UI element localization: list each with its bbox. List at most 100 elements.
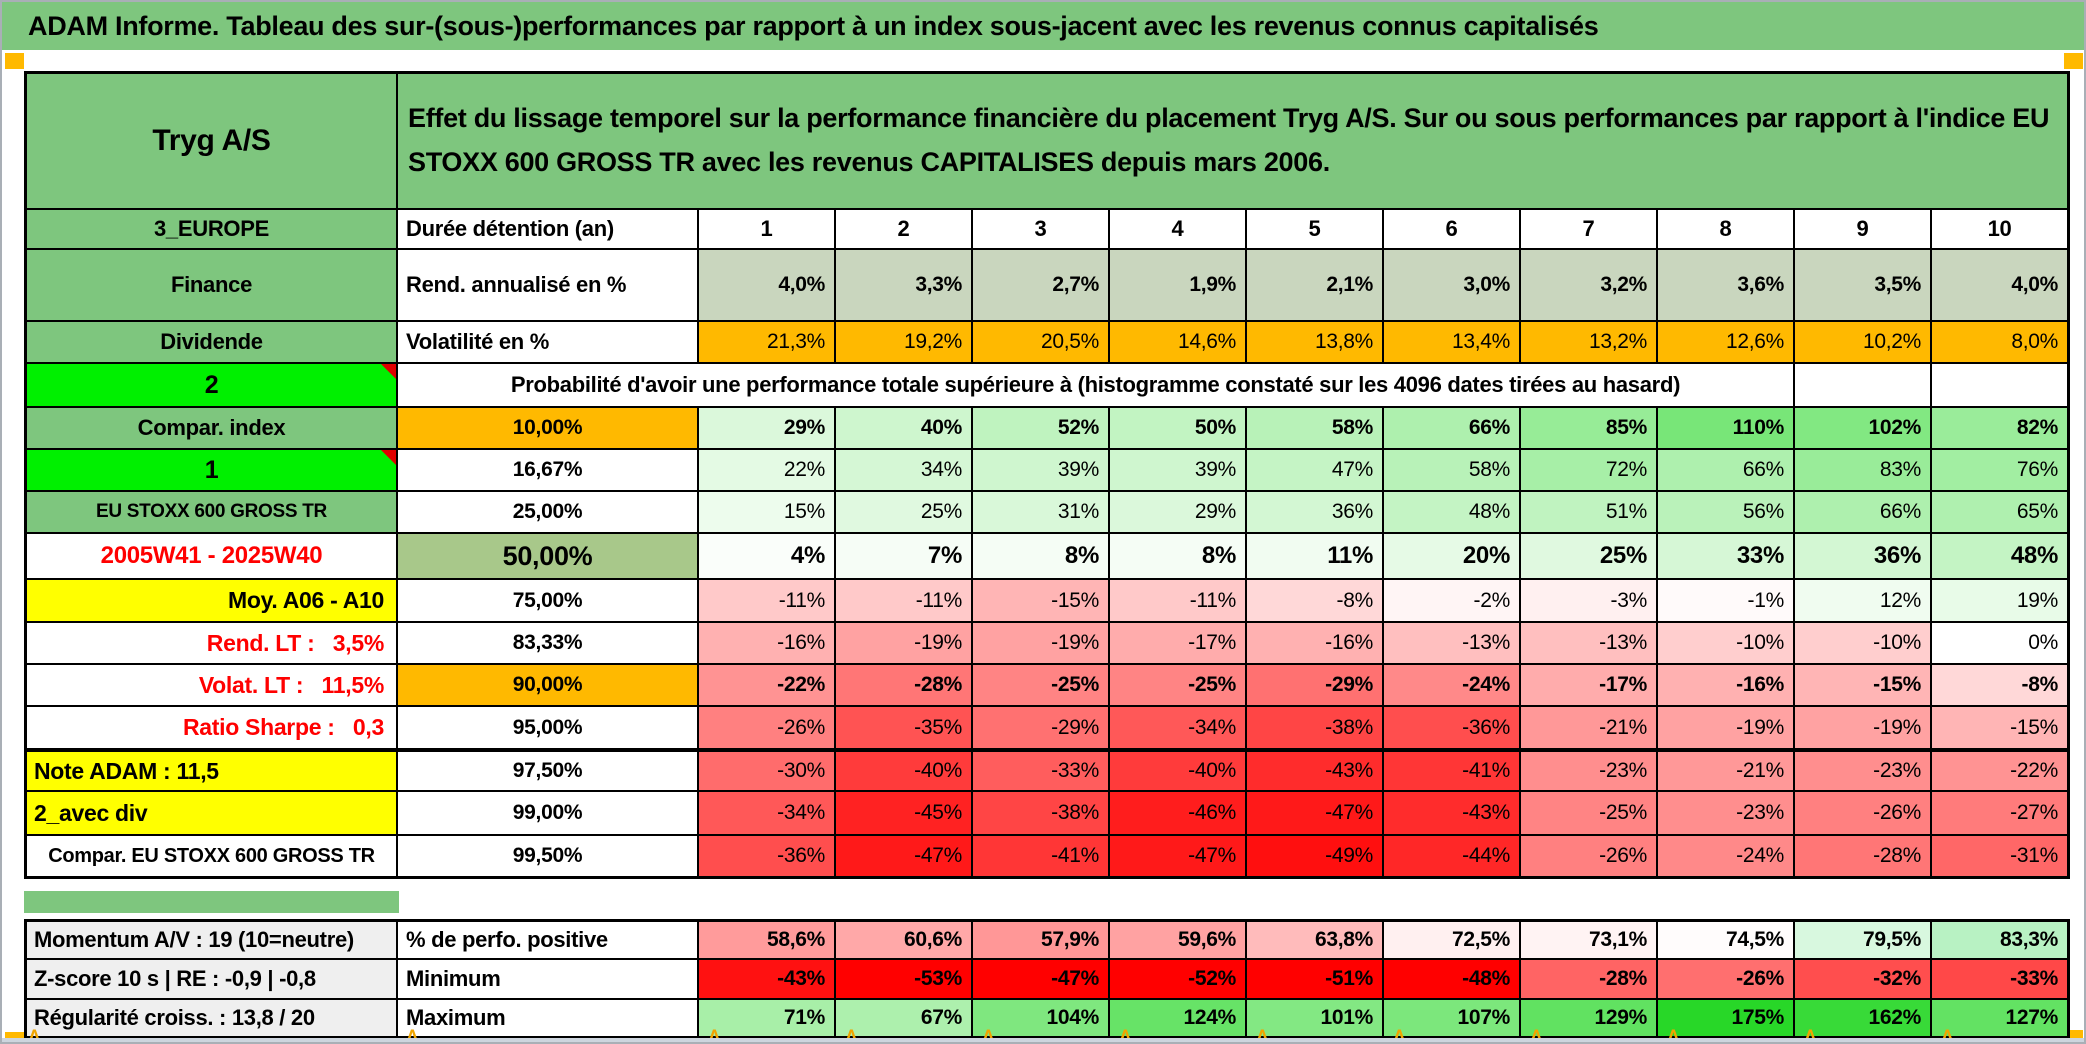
data-cell: 31% [972, 491, 1109, 533]
data-cell: -48% [1383, 959, 1520, 999]
metric-cell: Durée détention (an) [397, 209, 698, 249]
data-cell: 59,6% [1109, 921, 1246, 959]
data-cell: -22% [1931, 749, 2068, 791]
data-cell: -38% [972, 791, 1109, 835]
clipped-text-marker: Λ [1393, 1028, 1406, 1041]
data-cell: 72% [1520, 449, 1657, 491]
corner-marker [2064, 53, 2083, 69]
data-cell: -28% [1520, 959, 1657, 999]
column-header-cell: 4 [1109, 209, 1246, 249]
data-cell: 73,1% [1520, 921, 1657, 959]
data-cell: -43% [1383, 791, 1520, 835]
data-cell: -17% [1520, 664, 1657, 706]
row-label-cell: Ratio Sharpe : 0,3 [26, 706, 397, 749]
clipped-text-marker: Λ [845, 1028, 858, 1041]
empty-cell [1931, 363, 2068, 407]
data-cell: 76% [1931, 449, 2068, 491]
row-label-cell: Rend. LT : 3,5% [26, 622, 397, 664]
data-cell: 12,6% [1657, 321, 1794, 363]
data-cell: -21% [1657, 749, 1794, 791]
data-cell: 4% [698, 533, 835, 579]
data-cell: -47% [1246, 791, 1383, 835]
banner-title: ADAM Informe. Tableau des sur-(sous-)per… [28, 10, 1599, 41]
data-cell: 13,2% [1520, 321, 1657, 363]
clipped-text-marker: Λ [1941, 1028, 1954, 1041]
data-cell: -23% [1794, 749, 1931, 791]
data-cell: 58,6% [698, 921, 835, 959]
banner: ADAM Informe. Tableau des sur-(sous-)per… [2, 2, 2084, 50]
metric-cell: Rend. annualisé en % [397, 249, 698, 321]
column-header-cell: 1 [698, 209, 835, 249]
data-cell: -11% [1109, 579, 1246, 622]
data-cell: 124% [1109, 999, 1246, 1037]
data-cell: -34% [698, 791, 835, 835]
metric-cell: 97,50% [397, 749, 698, 791]
data-cell: -25% [972, 664, 1109, 706]
metric-cell: 75,00% [397, 579, 698, 622]
data-cell: -34% [1109, 706, 1246, 749]
data-cell: -8% [1246, 579, 1383, 622]
data-cell: -25% [1109, 664, 1246, 706]
data-cell: 66% [1383, 407, 1520, 449]
metric-cell: 10,00% [397, 407, 698, 449]
data-cell: -22% [698, 664, 835, 706]
data-cell: -43% [698, 959, 835, 999]
metric-cell: 83,33% [397, 622, 698, 664]
data-cell: -47% [835, 835, 972, 877]
data-cell: -47% [972, 959, 1109, 999]
data-cell: 79,5% [1794, 921, 1931, 959]
row-label-cell: Compar. EU STOXX 600 GROSS TR [26, 835, 397, 877]
data-cell: 58% [1383, 449, 1520, 491]
data-cell: 40% [835, 407, 972, 449]
data-cell: 107% [1383, 999, 1520, 1037]
data-cell: 36% [1794, 533, 1931, 579]
data-cell: -11% [698, 579, 835, 622]
data-cell: 29% [698, 407, 835, 449]
data-cell: -53% [835, 959, 972, 999]
data-cell: -41% [972, 835, 1109, 877]
data-cell: 29% [1109, 491, 1246, 533]
data-cell: 129% [1520, 999, 1657, 1037]
comment-marker-icon [381, 364, 396, 379]
data-cell: 66% [1794, 491, 1931, 533]
data-cell: -24% [1383, 664, 1520, 706]
data-cell: -33% [1931, 959, 2068, 999]
data-cell: -15% [972, 579, 1109, 622]
data-cell: -29% [1246, 664, 1383, 706]
empty-cell [1794, 363, 1931, 407]
data-cell: -44% [1383, 835, 1520, 877]
data-cell: 39% [972, 449, 1109, 491]
data-cell: -41% [1383, 749, 1520, 791]
data-cell: 19,2% [835, 321, 972, 363]
data-cell: -19% [972, 622, 1109, 664]
data-cell: -2% [1383, 579, 1520, 622]
data-cell: -25% [1520, 791, 1657, 835]
column-header-cell: 5 [1246, 209, 1383, 249]
corner-marker [5, 1032, 24, 1042]
data-cell: -23% [1657, 791, 1794, 835]
data-cell: 11% [1246, 533, 1383, 579]
data-cell: 63,8% [1246, 921, 1383, 959]
data-cell: -36% [1383, 706, 1520, 749]
data-cell: -21% [1520, 706, 1657, 749]
data-cell: 66% [1657, 449, 1794, 491]
data-cell: -28% [835, 664, 972, 706]
data-cell: -26% [1794, 791, 1931, 835]
clipped-text-marker: Λ [406, 1028, 419, 1041]
data-cell: 10,2% [1794, 321, 1931, 363]
main-grid: Tryg A/S Effet du lissage temporel sur l… [24, 71, 2070, 879]
data-cell: 60,6% [835, 921, 972, 959]
clipped-text-marker: Λ [28, 1028, 41, 1041]
metric-cell: Maximum [397, 999, 698, 1037]
data-cell: 85% [1520, 407, 1657, 449]
data-cell: 0% [1931, 622, 2068, 664]
data-cell: 2,7% [972, 249, 1109, 321]
comment-marker-icon [381, 450, 396, 465]
row-label-cell: 3_EUROPE [26, 209, 397, 249]
data-cell: -35% [835, 706, 972, 749]
row-label-cell: Momentum A/V : 19 (10=neutre) [26, 921, 397, 959]
data-cell: 20,5% [972, 321, 1109, 363]
data-cell: 12% [1794, 579, 1931, 622]
data-cell: 82% [1931, 407, 2068, 449]
row-label-cell: 2005W41 - 2025W40 [26, 533, 397, 579]
